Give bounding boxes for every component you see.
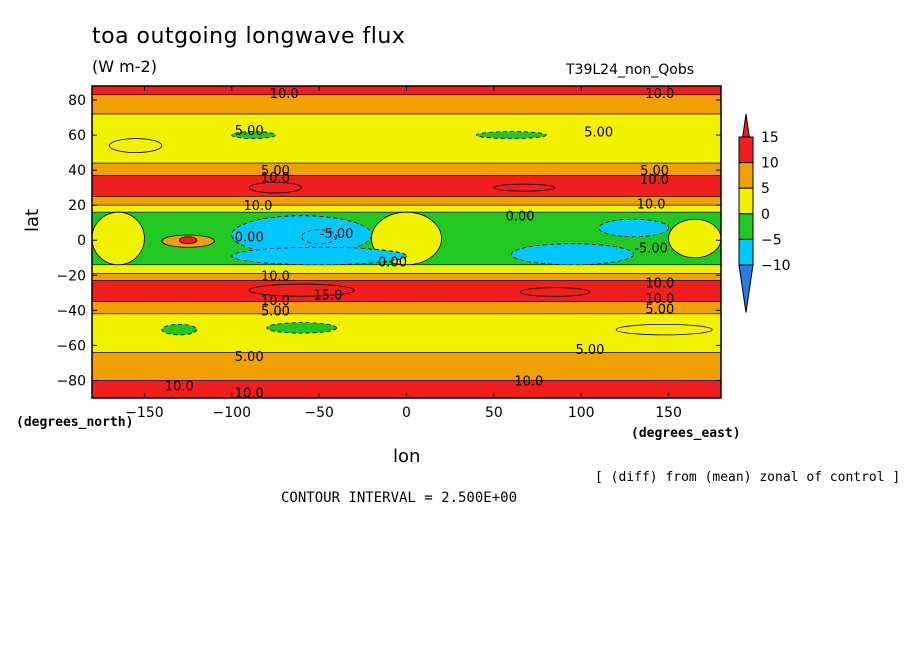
contour-label: 10.0	[645, 87, 674, 102]
colorbar-segment	[738, 238, 754, 266]
y-ticks: −80 −60 −40 −20 0 20 40 60 80	[56, 93, 721, 389]
x-tick-label: −150	[125, 405, 163, 421]
contour-label: 10.0	[637, 197, 666, 212]
lat-band	[92, 273, 721, 281]
y-tick-label: −60	[56, 338, 86, 354]
colorbar-segment	[738, 136, 754, 164]
contour-label: 10.0	[235, 387, 264, 402]
chart-units: (W m-2)	[92, 57, 157, 76]
contour-label: 5.00	[235, 350, 264, 365]
y-tick-label: −40	[56, 303, 86, 319]
diff-note: [ (diff) from (mean) zonal of control ]	[595, 470, 901, 485]
y-tick-label: 60	[68, 128, 86, 144]
lat-band	[92, 352, 721, 381]
contour-label: 10.0	[261, 269, 290, 284]
x-tick-label: 50	[485, 405, 503, 421]
contour-label: 10.0	[270, 87, 299, 102]
contour-label: 5.00	[640, 164, 669, 179]
contour-label: 10.0	[514, 374, 543, 389]
lat-band	[92, 175, 721, 197]
y-tick-label: 40	[68, 163, 86, 179]
field-patch	[519, 287, 591, 297]
contour-label: -5.00	[320, 227, 354, 242]
contour-label: 5.00	[575, 343, 604, 358]
x-tick-label: −100	[213, 405, 251, 421]
x-tick-label: −50	[304, 405, 334, 421]
colorbar-label: −10	[761, 258, 791, 274]
field-patch	[266, 322, 338, 334]
field-patch	[615, 323, 713, 336]
colorbar-segment	[738, 187, 754, 215]
contour-label: 0.00	[506, 210, 535, 225]
colorbar-label: 15	[761, 130, 779, 146]
lat-band	[92, 113, 721, 164]
field-patch	[248, 283, 355, 297]
contour-label: 10.0	[244, 199, 273, 214]
field-patch	[598, 218, 669, 238]
run-label: T39L24_non_Qobs	[566, 62, 695, 78]
contour-label: 5.00	[261, 304, 290, 319]
chart-title: toa outgoing longwave flux	[92, 24, 406, 49]
lat-band	[92, 280, 721, 302]
lat-band	[92, 162, 721, 176]
x-ticks: −150 −100 −50 0 50 100 150	[125, 86, 682, 421]
field-patch	[668, 218, 721, 259]
contour-label: -5.00	[634, 241, 668, 256]
lat-band	[92, 204, 721, 213]
contour-label: 10.0	[165, 380, 194, 395]
colorbar-bottom-arrow	[738, 264, 754, 313]
lat-band	[92, 94, 721, 115]
contour-label: 10.0	[645, 292, 674, 307]
x-tick-label: 150	[655, 405, 682, 421]
x-axis-label: lon	[393, 446, 421, 467]
field-patch	[231, 131, 276, 139]
contour-label: 10.0	[645, 276, 674, 291]
colorbar: 15 10 5 0 −5 −10	[738, 113, 791, 313]
field-fills	[92, 86, 721, 398]
field-patch	[92, 211, 145, 266]
y-tick-label: 0	[77, 233, 86, 249]
colorbar-label: 10	[761, 156, 779, 172]
colorbar-segment	[738, 213, 754, 240]
colorbar-label: −5	[761, 232, 782, 248]
lat-band	[92, 380, 721, 398]
lat-band	[92, 301, 721, 315]
field-patch	[109, 138, 163, 154]
field-patch	[475, 131, 547, 139]
contour-label: 10.0	[640, 173, 669, 188]
lat-band	[92, 313, 721, 353]
contour-label: 0.00	[235, 231, 264, 246]
x-unit-label: (degrees_east)	[631, 426, 741, 441]
field-patch	[178, 236, 198, 245]
field-patch	[231, 215, 372, 255]
y-tick-label: −80	[56, 373, 86, 389]
x-tick-label: 0	[402, 405, 411, 421]
contour-label: 5.00	[645, 303, 674, 318]
x-tick-label: 100	[568, 405, 595, 421]
y-tick-label: −20	[56, 268, 86, 284]
field-patch	[231, 246, 407, 266]
contour-label: 5.00	[235, 124, 264, 139]
field-patch	[510, 243, 635, 266]
contour-label: 0.00	[378, 255, 407, 270]
lat-band	[92, 196, 721, 206]
contour-label: 10.0	[261, 171, 290, 186]
field-patch	[493, 183, 556, 192]
field-patch	[248, 182, 303, 194]
contour-label: 15.0	[313, 289, 342, 304]
y-tick-label: 80	[68, 93, 86, 109]
colorbar-label: 5	[761, 181, 770, 197]
field-patch	[301, 229, 338, 245]
contour-label: 5.00	[584, 126, 613, 141]
contour-label: 5.00	[261, 164, 290, 179]
contour-label: 10.0	[261, 294, 290, 309]
colorbar-segment	[738, 162, 754, 189]
y-unit-label: (degrees_north)	[16, 415, 134, 430]
colorbar-label: 0	[761, 207, 770, 223]
contour-interval: CONTOUR INTERVAL = 2.500E+00	[281, 490, 518, 506]
field-patch	[161, 323, 198, 336]
y-tick-label: 20	[68, 198, 86, 214]
